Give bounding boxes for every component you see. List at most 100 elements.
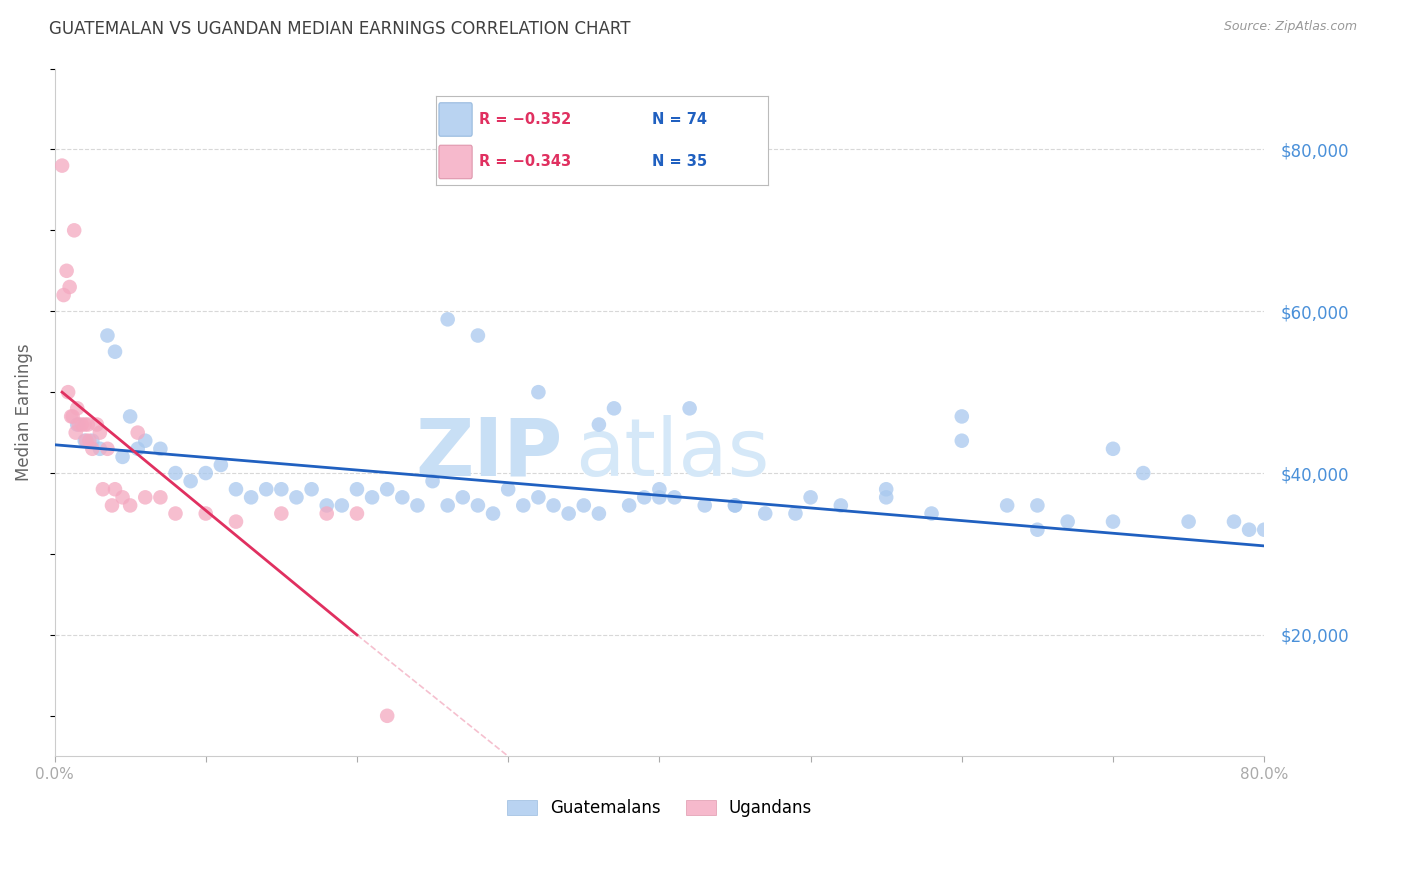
Point [120,409,142,424]
Point [1056,515,1078,529]
Point [76,417,98,432]
Point [104,482,127,496]
Point [67,417,90,432]
Point [56,385,79,400]
Point [59,280,82,294]
Point [800,491,823,505]
Point [1177,515,1199,529]
Point [375,482,398,496]
Point [330,499,353,513]
Point [588,417,610,432]
Point [1102,515,1125,529]
Point [285,491,308,505]
Point [120,499,142,513]
Point [648,491,671,505]
Point [104,344,127,359]
Point [315,507,337,521]
Point [134,434,156,448]
Legend: Guatemalans, Ugandans: Guatemalans, Ugandans [501,792,818,823]
Point [361,491,384,505]
Text: atlas: atlas [575,415,769,492]
Point [543,499,565,513]
Point [391,491,413,505]
Point [52,288,75,302]
Point [1223,515,1246,529]
Point [557,507,579,521]
Point [451,491,474,505]
Text: GUATEMALAN VS UGANDAN MEDIAN EARNINGS CORRELATION CHART: GUATEMALAN VS UGANDAN MEDIAN EARNINGS CO… [49,20,631,37]
Point [301,482,323,496]
Point [75,434,97,448]
Point [875,491,897,505]
Point [66,417,89,432]
Point [830,499,852,513]
Point [91,482,114,496]
Y-axis label: Median Earnings: Median Earnings [15,343,32,481]
Point [1102,442,1125,456]
Point [51,159,73,173]
Point [111,491,134,505]
Point [633,491,655,505]
Point [194,507,217,521]
Point [315,499,337,513]
Point [482,507,505,521]
Point [194,466,217,480]
Point [134,491,156,505]
Point [209,458,232,472]
Point [225,482,247,496]
Point [165,507,187,521]
Point [436,312,458,326]
Point [406,499,429,513]
Text: Source: ZipAtlas.com: Source: ZipAtlas.com [1223,20,1357,33]
Point [921,507,943,521]
Point [65,425,87,440]
Point [89,425,111,440]
Point [70,417,93,432]
Point [724,499,747,513]
Point [149,491,172,505]
Point [82,442,104,456]
Point [496,482,519,496]
Point [55,264,77,278]
Point [60,409,83,424]
Point [254,482,277,496]
Point [648,482,671,496]
Point [1237,523,1260,537]
Point [62,409,84,424]
Point [572,499,595,513]
Point [180,474,202,488]
Point [270,482,292,496]
Point [149,442,172,456]
Point [96,442,118,456]
Point [754,507,776,521]
Point [1026,499,1049,513]
Point [950,434,973,448]
Point [375,708,398,723]
Point [111,450,134,464]
Point [950,409,973,424]
Point [995,499,1018,513]
Point [785,507,807,521]
Point [66,401,89,416]
Point [86,417,108,432]
Point [63,223,86,237]
Point [693,499,716,513]
Point [664,491,686,505]
Point [89,442,111,456]
Text: ZIP: ZIP [415,415,562,492]
Point [127,442,149,456]
Point [96,328,118,343]
Point [1253,523,1275,537]
Point [603,401,626,416]
Point [346,507,368,521]
Point [467,499,489,513]
Point [588,507,610,521]
Point [1132,466,1154,480]
Point [79,434,101,448]
Point [527,491,550,505]
Point [165,466,187,480]
Point [512,499,534,513]
Point [73,434,96,448]
Point [724,499,747,513]
Point [422,474,444,488]
